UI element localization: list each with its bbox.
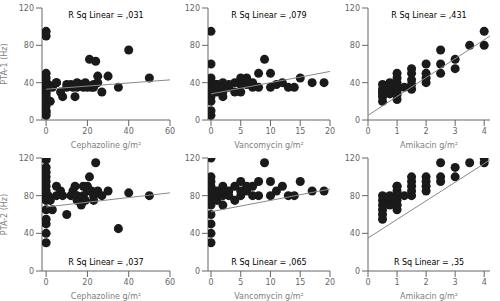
svg-text:4: 4 (482, 278, 487, 287)
html-text:R Sq Linear = ,037: R Sq Linear = ,037 (68, 258, 144, 267)
svg-text:0: 0 (355, 116, 360, 125)
svg-text:0: 0 (195, 267, 200, 276)
svg-text:0: 0 (208, 278, 213, 287)
svg-text:120: 120 (19, 154, 34, 163)
svg-text:40: 40 (190, 79, 200, 88)
svg-text:40: 40 (24, 79, 34, 88)
svg-text:0: 0 (355, 267, 360, 276)
svg-text:0: 0 (195, 116, 200, 125)
svg-text:PTA-1 (Hz): PTA-1 (Hz) (8, 43, 9, 84)
svg-text:1: 1 (395, 127, 400, 136)
svg-text:0: 0 (44, 278, 49, 287)
svg-text:Vancomycin g/m²: Vancomycin g/m² (234, 292, 304, 301)
svg-text:0: 0 (29, 267, 34, 276)
svg-text:40: 40 (24, 229, 34, 238)
svg-text:60: 60 (165, 278, 175, 287)
svg-text:80: 80 (24, 192, 34, 201)
svg-text:80: 80 (24, 41, 34, 50)
svg-text:3: 3 (453, 278, 458, 287)
svg-text:60: 60 (165, 127, 175, 136)
svg-text:0: 0 (365, 127, 370, 136)
svg-text:Vancomycin g/m²: Vancomycin g/m² (234, 141, 304, 150)
svg-text:20: 20 (325, 127, 335, 136)
svg-text:20: 20 (82, 278, 92, 287)
svg-text:120: 120 (345, 4, 360, 13)
svg-text:40: 40 (190, 229, 200, 238)
svg-text:10: 10 (265, 127, 275, 136)
html-text:R Sq Linear = ,079: R Sq Linear = ,079 (231, 11, 307, 20)
svg-text:0: 0 (44, 127, 49, 136)
svg-text:4: 4 (482, 127, 487, 136)
svg-text:5: 5 (238, 127, 243, 136)
svg-text:Amikacin g/m²: Amikacin g/m² (400, 141, 458, 150)
svg-text:80: 80 (350, 41, 360, 50)
svg-text:80: 80 (190, 192, 200, 201)
svg-text:120: 120 (345, 154, 360, 163)
svg-text:40: 40 (124, 278, 134, 287)
svg-text:PTA-2 (Hz): PTA-2 (Hz) (8, 194, 9, 235)
svg-text:20: 20 (82, 127, 92, 136)
svg-text:10: 10 (265, 278, 275, 287)
svg-text:2: 2 (424, 278, 429, 287)
html-text:R Sq Linear = ,35: R Sq Linear = ,35 (393, 258, 465, 267)
svg-text:0: 0 (365, 278, 370, 287)
svg-text:80: 80 (190, 41, 200, 50)
svg-text:120: 120 (185, 4, 200, 13)
svg-text:40: 40 (350, 229, 360, 238)
svg-text:0: 0 (29, 116, 34, 125)
html-text:R Sq Linear = ,431: R Sq Linear = ,431 (391, 11, 467, 20)
svg-text:5: 5 (238, 278, 243, 287)
svg-text:40: 40 (350, 79, 360, 88)
svg-text:Amikacin g/m²: Amikacin g/m² (400, 292, 458, 301)
svg-text:3: 3 (453, 127, 458, 136)
svg-text:15: 15 (295, 127, 305, 136)
svg-text:120: 120 (19, 4, 34, 13)
svg-text:0: 0 (208, 127, 213, 136)
svg-text:120: 120 (185, 154, 200, 163)
html-text:R Sq Linear = ,065: R Sq Linear = ,065 (231, 258, 307, 267)
svg-text:Cephazoline g/m²: Cephazoline g/m² (71, 141, 141, 150)
svg-text:15: 15 (295, 278, 305, 287)
svg-text:2: 2 (424, 127, 429, 136)
svg-text:40: 40 (124, 127, 134, 136)
svg-text:20: 20 (325, 278, 335, 287)
svg-text:Cephazoline g/m²: Cephazoline g/m² (71, 292, 141, 301)
svg-text:80: 80 (350, 192, 360, 201)
html-text:R Sq Linear = ,031: R Sq Linear = ,031 (68, 11, 144, 20)
svg-text:1: 1 (395, 278, 400, 287)
